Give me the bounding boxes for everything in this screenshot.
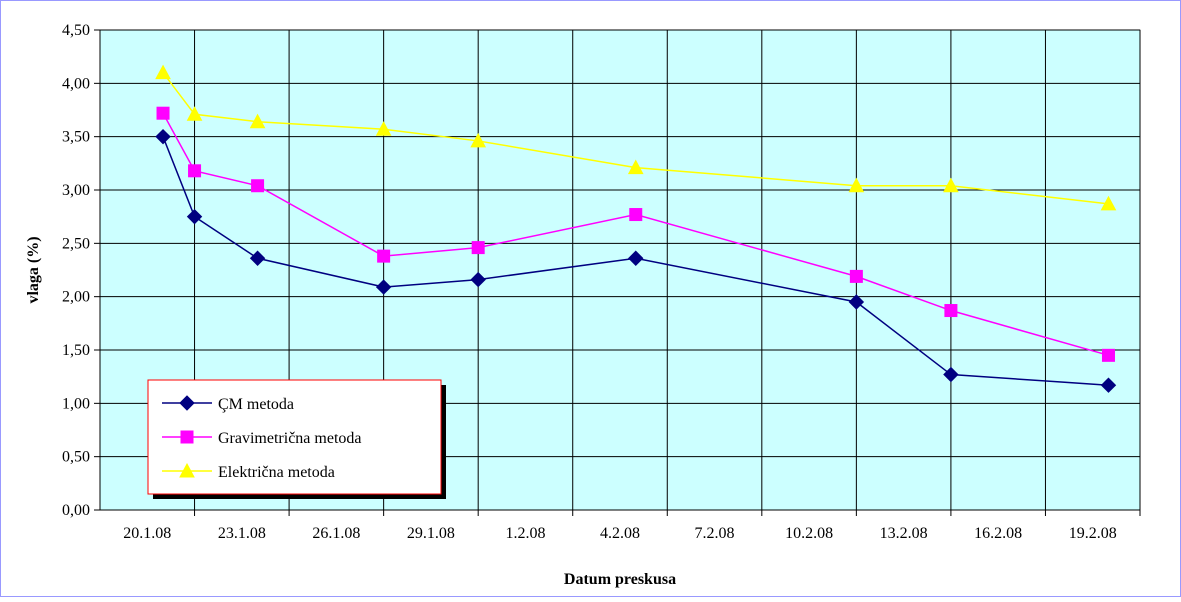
data-point xyxy=(186,106,203,121)
x-tick-label: 1.2.08 xyxy=(505,525,545,542)
series-triangle xyxy=(155,64,1117,211)
x-tick-label: 19.2.08 xyxy=(1069,525,1117,542)
data-point xyxy=(629,208,643,222)
x-tick-label: 4.2.08 xyxy=(600,525,640,542)
y-axis-ticks: 0,00 0,50 1,00 1,50 2,00 2,50 3,00 3,50 4,00 4,50 xyxy=(62,22,100,519)
x-tick-label: 23.1.08 xyxy=(218,525,266,542)
data-point xyxy=(944,304,958,318)
y-tick-label: 1,50 xyxy=(62,342,90,359)
data-point xyxy=(470,271,486,288)
y-tick-label: 3,00 xyxy=(62,182,90,199)
data-point xyxy=(188,164,202,178)
data-point xyxy=(943,177,959,193)
x-tick-label: 13.2.08 xyxy=(880,525,928,542)
x-tick-label: 26.1.08 xyxy=(312,525,360,542)
x-axis-ticks: 20.1.08 23.1.08 26.1.08 29.1.08 1.2.08 4.2.08… xyxy=(123,510,1141,542)
x-tick-label: 16.2.08 xyxy=(974,525,1022,542)
x-axis-title: Datum preskusa xyxy=(564,571,676,588)
data-point xyxy=(251,179,265,193)
y-tick-label: 4,00 xyxy=(62,75,90,92)
y-tick-label: 1,00 xyxy=(62,395,90,412)
data-point xyxy=(628,250,644,266)
legend: ÇM metoda Gravimetrična metoda Električna … xyxy=(147,379,446,499)
data-point xyxy=(470,132,487,148)
data-point xyxy=(375,279,392,295)
data-point xyxy=(849,269,863,283)
data-point xyxy=(943,366,959,383)
data-point xyxy=(848,294,865,310)
data-point xyxy=(375,121,392,136)
series-square xyxy=(156,106,1115,362)
x-tick-label: 10.2.08 xyxy=(785,525,833,542)
series-diamond xyxy=(155,128,1117,393)
data-point xyxy=(156,106,170,120)
series-group xyxy=(155,64,1117,393)
data-point xyxy=(155,64,171,80)
y-tick-label: 4,50 xyxy=(62,22,90,39)
x-tick-label: 7.2.08 xyxy=(695,525,735,542)
data-point xyxy=(1100,377,1117,393)
data-point xyxy=(848,177,865,193)
data-point xyxy=(155,128,171,145)
grid-lines xyxy=(100,29,1141,510)
legend-marker xyxy=(179,395,195,411)
x-tick-label: 20.1.08 xyxy=(123,525,171,542)
y-tick-label: 2,50 xyxy=(62,235,90,252)
data-point xyxy=(249,250,266,266)
data-point xyxy=(186,208,203,225)
y-tick-label: 2,00 xyxy=(62,289,90,306)
y-tick-label: 3,50 xyxy=(62,129,90,146)
x-tick-label: 29.1.08 xyxy=(407,525,455,542)
legend-label: Električna metoda xyxy=(218,464,335,481)
legend-label: Gravimetrična metoda xyxy=(218,430,362,447)
legend-marker xyxy=(180,430,194,444)
axes xyxy=(99,30,1140,511)
data-point xyxy=(249,113,266,129)
data-point xyxy=(471,241,485,255)
y-axis-title: vlaga (%) xyxy=(25,236,42,303)
legend-marker xyxy=(179,462,195,478)
data-point xyxy=(1101,348,1115,362)
legend-label: ÇM metoda xyxy=(218,396,294,413)
data-point xyxy=(627,159,644,175)
y-tick-label: 0,50 xyxy=(62,449,90,466)
data-point xyxy=(1100,195,1117,211)
y-tick-label: 0,00 xyxy=(62,502,90,519)
data-point xyxy=(377,249,391,263)
